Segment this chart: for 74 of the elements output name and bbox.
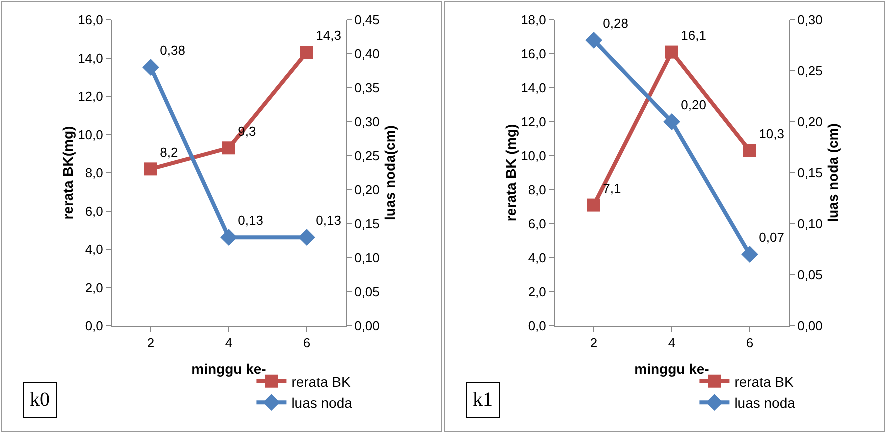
y-tick-label: 4,0 — [85, 242, 104, 258]
data-label: 8,2 — [160, 144, 178, 160]
point — [742, 246, 758, 264]
data-label: 0,13 — [238, 213, 264, 228]
y-tick-label: 2,0 — [85, 280, 104, 296]
y-tick-label: 14,0 — [78, 50, 104, 66]
y-tick-label: 8,0 — [528, 182, 546, 198]
y2-tick-label: 0,05 — [798, 268, 823, 283]
y2-tick-label: 0,05 — [354, 284, 380, 300]
y-tick-label: 6,0 — [528, 216, 546, 232]
y-tick-label: 6,0 — [85, 204, 104, 219]
y-tick-label: 0,0 — [528, 318, 546, 334]
y2-tick-label: 0,10 — [798, 216, 823, 232]
point — [222, 142, 236, 155]
y2-axis-title: luas noda (cm) — [824, 124, 841, 222]
x-tick-label: 6 — [303, 336, 311, 351]
x-tick-label: 2 — [147, 336, 155, 351]
point — [300, 46, 314, 60]
y-tick-label: 14,0 — [521, 80, 546, 96]
y-tick-label: 10,0 — [78, 127, 104, 142]
y2-tick-label: 0,35 — [354, 80, 380, 96]
y2-tick-label: 0,15 — [354, 216, 380, 232]
y2-tick-label: 0,20 — [798, 114, 823, 130]
y-tick-label: 16,0 — [78, 12, 104, 28]
y-tick-label: 12,0 — [521, 114, 546, 130]
y2-tick-label: 0,25 — [798, 64, 823, 79]
y2-tick-label: 0,10 — [354, 250, 380, 266]
x-tick-label: 4 — [668, 336, 676, 351]
y-tick-label: 10,0 — [521, 148, 546, 164]
point — [664, 114, 680, 130]
y-tick-label: 18,0 — [521, 12, 546, 28]
legend-label: luas noda — [292, 395, 353, 412]
point — [666, 46, 678, 59]
y-tick-label: 4,0 — [528, 250, 546, 266]
data-label: 0,38 — [160, 43, 186, 58]
y2-tick-label: 0,00 — [798, 318, 823, 334]
text: k1 — [473, 389, 493, 411]
y2-tick-label: 0,25 — [354, 148, 380, 164]
x-tick-label: 4 — [225, 336, 233, 351]
point — [588, 198, 600, 212]
x-axis-title: minggu ke- — [192, 360, 267, 377]
y-tick-label: 8,0 — [85, 166, 104, 181]
x-tick-label: 6 — [746, 336, 754, 351]
y2-axis-title: luas noda(cm) — [382, 126, 398, 220]
legend-label: rerata BK — [292, 374, 352, 390]
y2-tick-label: 0,15 — [798, 166, 823, 181]
y-tick-label: 2,0 — [528, 284, 546, 300]
data-label: 0,28 — [603, 16, 628, 32]
point — [744, 144, 756, 158]
y2-tick-label: 0,20 — [354, 182, 380, 198]
y-tick-label: 16,0 — [521, 46, 546, 62]
legend-label: rerata BK — [734, 374, 794, 390]
text: k0 — [30, 389, 50, 411]
data-label: 7,1 — [603, 180, 622, 196]
x-tick-label: 2 — [590, 336, 598, 351]
y-tick-label: 12,0 — [78, 89, 104, 104]
point — [586, 32, 602, 49]
y-tick-label: 0,0 — [85, 318, 104, 334]
data-label: 0,20 — [681, 98, 706, 113]
data-label: 0,07 — [759, 230, 784, 246]
y2-tick-label: 0,00 — [354, 318, 380, 334]
point — [144, 162, 158, 176]
data-label: 10,3 — [759, 126, 784, 142]
data-label: 14,3 — [316, 28, 342, 44]
x-axis-title: minggu ke- — [634, 360, 710, 377]
y2-tick-label: 0,30 — [798, 12, 823, 28]
data-label: 16,1 — [681, 28, 706, 43]
y2-tick-label: 0,45 — [354, 12, 380, 28]
y2-tick-label: 0,30 — [354, 114, 380, 130]
y2-tick-label: 0,40 — [354, 46, 380, 62]
y-axis-title: rerata BK(mg) — [60, 126, 76, 220]
data-label: 0,13 — [316, 213, 342, 228]
legend-label: luas noda — [734, 395, 796, 412]
y-axis-title: rerata BK (mg) — [503, 124, 520, 222]
